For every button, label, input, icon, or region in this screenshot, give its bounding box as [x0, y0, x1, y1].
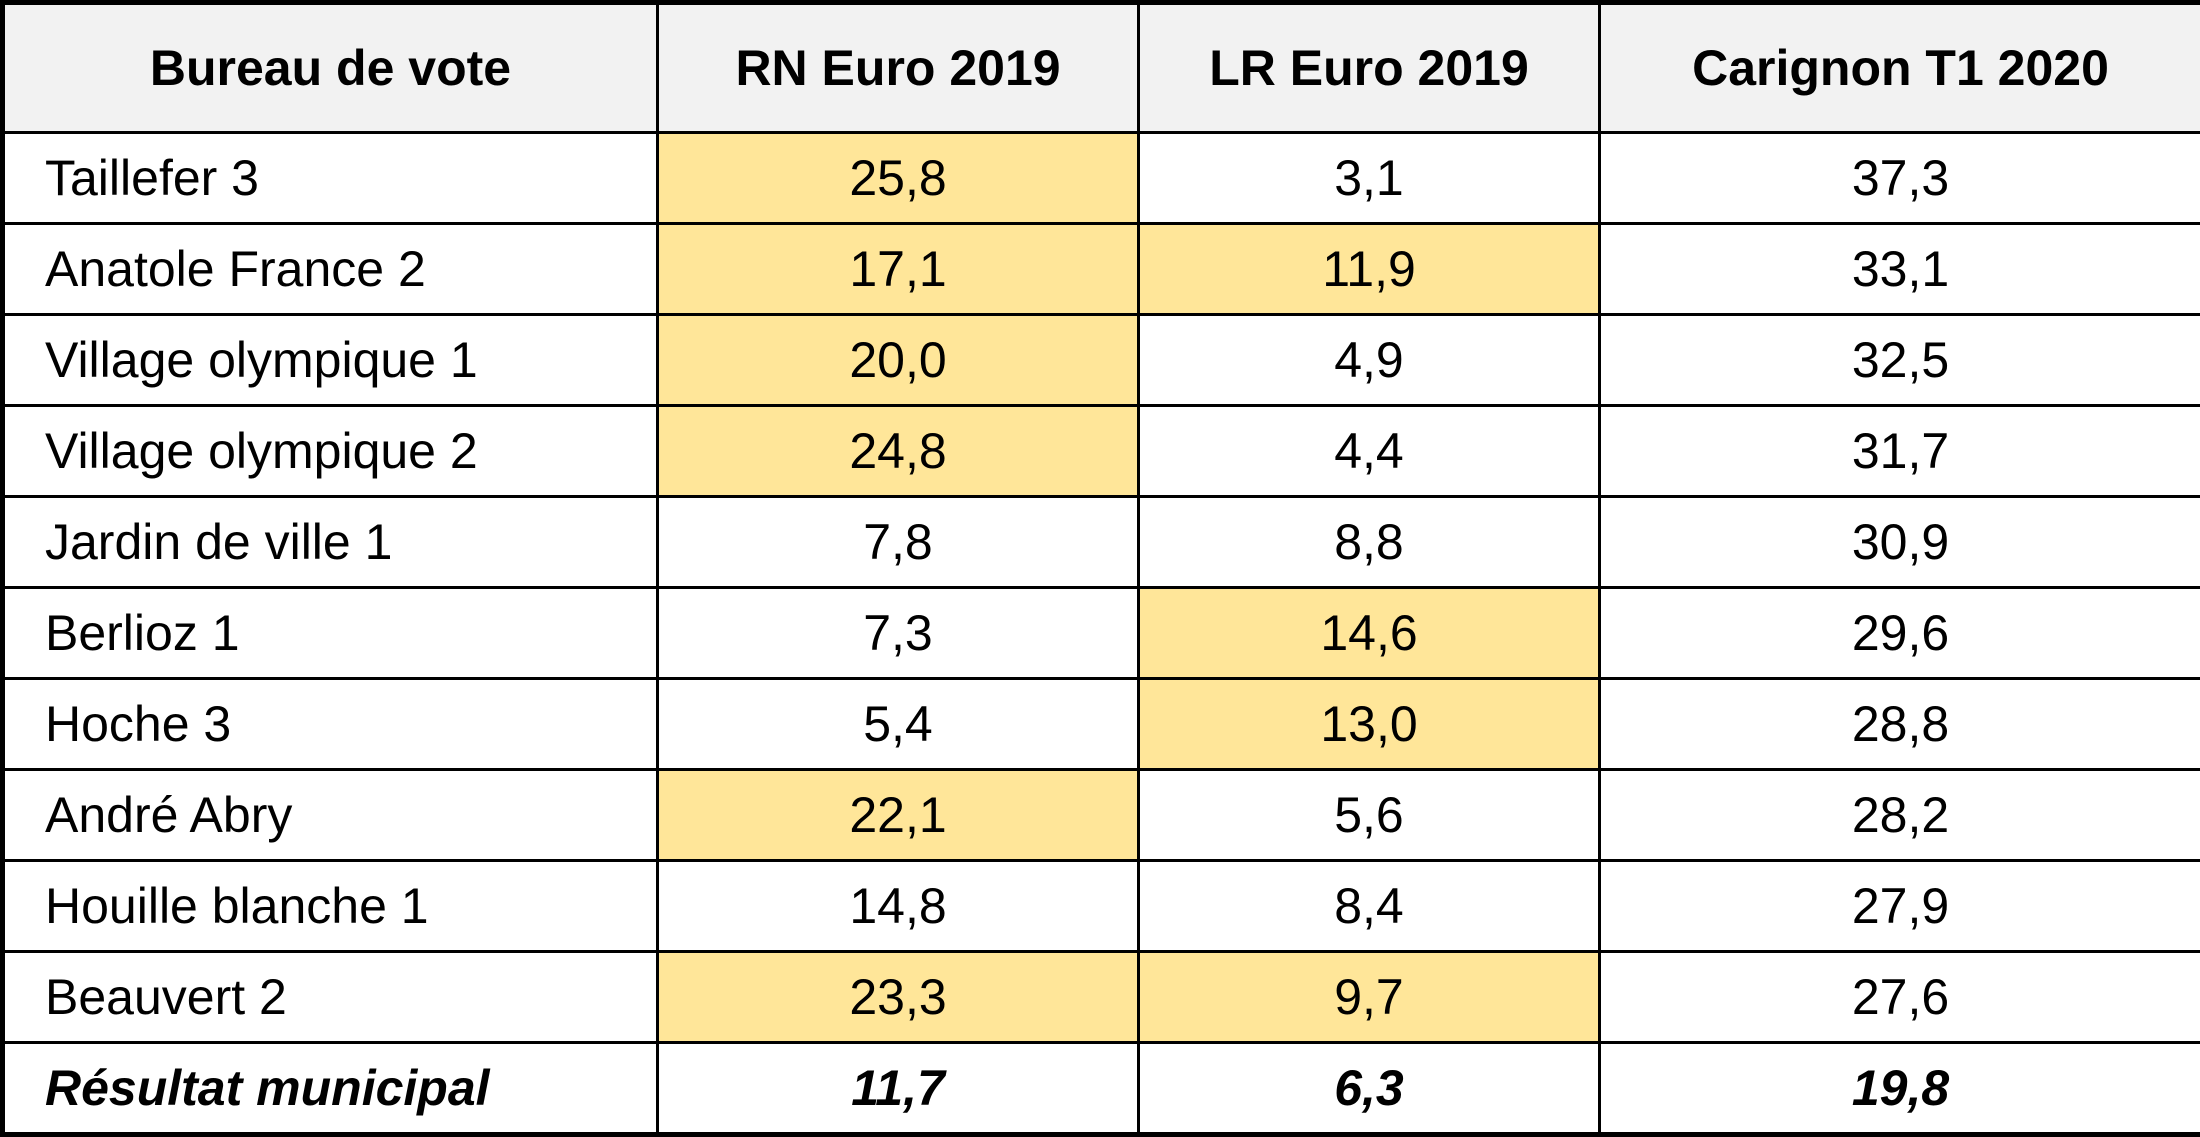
- bureau-cell: Taillefer 3: [3, 133, 658, 224]
- carignon-cell: 27,6: [1600, 952, 2200, 1043]
- lr-cell: 5,6: [1139, 770, 1600, 861]
- rn-cell: 7,3: [658, 588, 1139, 679]
- bureau-cell: Village olympique 2: [3, 406, 658, 497]
- total-lr: 6,3: [1139, 1043, 1600, 1135]
- header-bureau: Bureau de vote: [3, 3, 658, 133]
- carignon-cell: 33,1: [1600, 224, 2200, 315]
- bureau-cell: Berlioz 1: [3, 588, 658, 679]
- bureau-cell: Jardin de ville 1: [3, 497, 658, 588]
- rn-cell: 22,1: [658, 770, 1139, 861]
- lr-cell: 3,1: [1139, 133, 1600, 224]
- rn-cell: 17,1: [658, 224, 1139, 315]
- rn-cell: 20,0: [658, 315, 1139, 406]
- bureau-cell: André Abry: [3, 770, 658, 861]
- header-row: Bureau de vote RN Euro 2019 LR Euro 2019…: [3, 3, 2200, 133]
- total-rn: 11,7: [658, 1043, 1139, 1135]
- lr-cell: 14,6: [1139, 588, 1600, 679]
- total-label: Résultat municipal: [3, 1043, 658, 1135]
- rn-cell: 14,8: [658, 861, 1139, 952]
- total-carignon: 19,8: [1600, 1043, 2200, 1135]
- lr-cell: 4,9: [1139, 315, 1600, 406]
- carignon-cell: 29,6: [1600, 588, 2200, 679]
- carignon-cell: 28,8: [1600, 679, 2200, 770]
- lr-cell: 8,4: [1139, 861, 1600, 952]
- lr-cell: 4,4: [1139, 406, 1600, 497]
- carignon-cell: 28,2: [1600, 770, 2200, 861]
- header-carignon: Carignon T1 2020: [1600, 3, 2200, 133]
- rn-cell: 24,8: [658, 406, 1139, 497]
- lr-cell: 13,0: [1139, 679, 1600, 770]
- carignon-cell: 32,5: [1600, 315, 2200, 406]
- rn-cell: 5,4: [658, 679, 1139, 770]
- carignon-cell: 31,7: [1600, 406, 2200, 497]
- rn-cell: 25,8: [658, 133, 1139, 224]
- total-row: Résultat municipal 11,7 6,3 19,8: [3, 1043, 2200, 1135]
- carignon-cell: 37,3: [1600, 133, 2200, 224]
- bureau-cell: Village olympique 1: [3, 315, 658, 406]
- bureau-cell: Anatole France 2: [3, 224, 658, 315]
- lr-cell: 11,9: [1139, 224, 1600, 315]
- bureau-cell: Houille blanche 1: [3, 861, 658, 952]
- carignon-cell: 27,9: [1600, 861, 2200, 952]
- header-lr: LR Euro 2019: [1139, 3, 1600, 133]
- header-rn: RN Euro 2019: [658, 3, 1139, 133]
- carignon-cell: 30,9: [1600, 497, 2200, 588]
- rn-cell: 23,3: [658, 952, 1139, 1043]
- lr-cell: 9,7: [1139, 952, 1600, 1043]
- rn-cell: 7,8: [658, 497, 1139, 588]
- bureau-cell: Hoche 3: [3, 679, 658, 770]
- lr-cell: 8,8: [1139, 497, 1600, 588]
- bureau-cell: Beauvert 2: [3, 952, 658, 1043]
